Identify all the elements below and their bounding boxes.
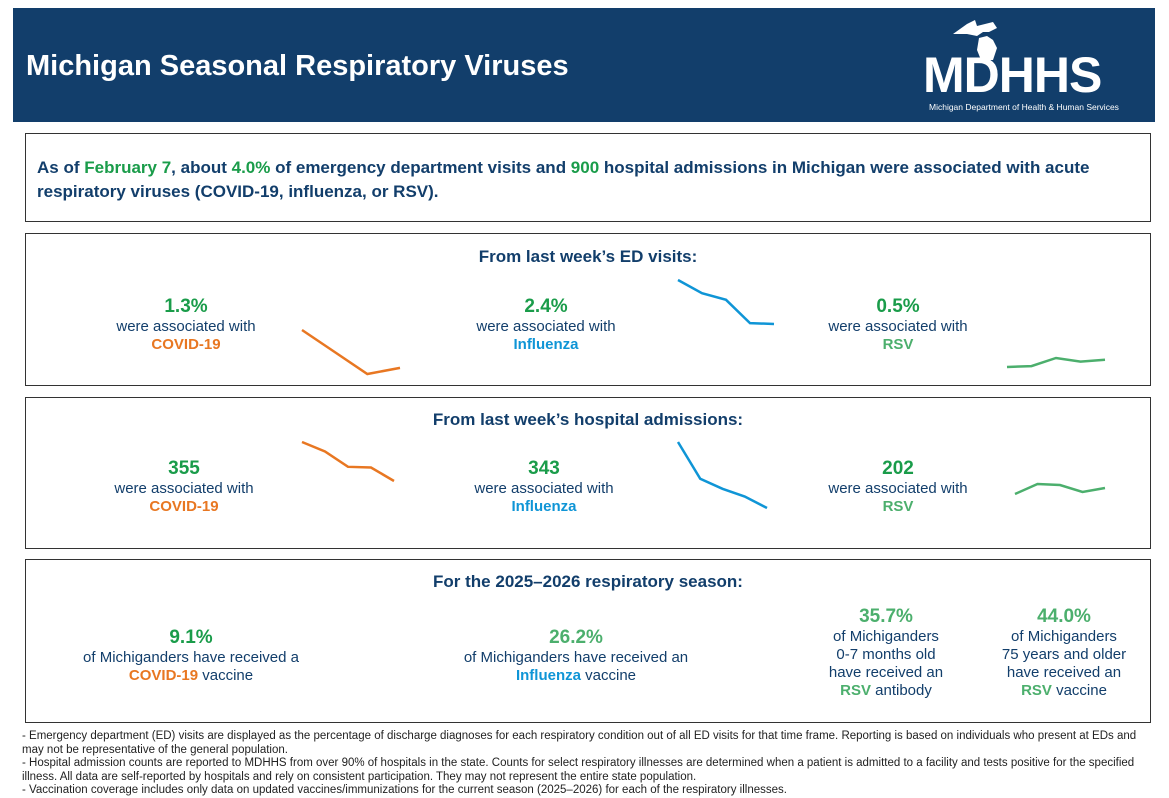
summary-line-2: respiratory viruses (COVID-19, influenza…	[37, 182, 439, 201]
hosp-covid-stat: 355 were associated with COVID-19	[114, 458, 254, 515]
footnote: - Hospital admission counts are reported…	[22, 757, 1135, 783]
logo-subtitle: Michigan Department of Health & Human Se…	[929, 102, 1119, 112]
ed-rsv-trend-line	[1006, 356, 1106, 369]
ed-rsv-stat: 0.5% were associated with RSV	[828, 296, 968, 353]
mdhhs-logo: MDHHS Michigan Department of Health & Hu…	[923, 20, 1143, 112]
hosp-title: From last week’s hospital admissions:	[432, 410, 744, 429]
hosp-covid-trend-line	[301, 440, 395, 483]
rsv-older-stat: 44.0% of Michiganders 75 years and older ha…	[1001, 606, 1127, 699]
hosp-flu-stat: 343 were associated with Influenza	[474, 458, 614, 515]
page-title: Michigan Seasonal Respiratory Viruses	[26, 50, 569, 82]
summary-panel: As of February 7, about 4.0% of emergenc…	[25, 133, 1151, 222]
flu-vaccine-stat: 26.2% of Michiganders have received an Inf…	[463, 627, 689, 684]
hosp-rsv-stat: 202 were associated with RSV	[828, 458, 968, 515]
hosp-flu-sparkline	[676, 441, 768, 510]
ed-flu-sparkline	[677, 278, 775, 326]
season-panel: For the 2025–2026 respiratory season: 9.…	[25, 559, 1151, 723]
ed-flu-stat: 2.4% were associated with Influenza	[476, 296, 616, 353]
ed-covid-stat: 1.3% were associated with COVID-19	[116, 296, 256, 353]
summary-ed-pct: 4.0%	[231, 158, 271, 177]
footnote: - Vaccination coverage includes only dat…	[22, 784, 787, 796]
covid-vaccine-stat: 9.1% of Michiganders have received a COVID…	[83, 627, 299, 684]
hosp-rsv-trend-line	[1014, 482, 1106, 496]
ed-rsv-sparkline	[1006, 356, 1106, 369]
page-header: Michigan Seasonal Respiratory Viruses MD…	[13, 8, 1155, 122]
michigan-map-icon	[953, 20, 997, 60]
footnotes: - Emergency department (ED) visits are d…	[22, 730, 1157, 798]
rsv-infant-stat: 35.7% of Michiganders 0-7 months old have r…	[828, 606, 944, 699]
season-title: For the 2025–2026 respiratory season:	[433, 572, 743, 591]
hosp-rsv-sparkline	[1014, 482, 1106, 496]
ed-visits-panel: From last week’s ED visits: 1.3% were ass…	[25, 233, 1151, 386]
ed-flu-trend-line	[677, 278, 775, 326]
summary-admissions: 900	[570, 158, 600, 177]
logo-text: MDHHS	[923, 47, 1102, 103]
footnote: - Emergency department (ED) visits are d…	[22, 730, 1137, 756]
summary-date: February 7	[84, 158, 172, 177]
ed-title: From last week’s ED visits:	[478, 247, 698, 266]
summary-line-1: As of February 7, about 4.0% of emergenc…	[37, 158, 1090, 177]
hospital-admissions-panel: From last week’s hospital admissions: 35…	[25, 397, 1151, 549]
hosp-covid-sparkline	[301, 440, 395, 483]
hosp-flu-trend-line	[676, 441, 768, 510]
ed-covid-trend-line	[301, 328, 401, 376]
ed-covid-sparkline	[301, 328, 401, 376]
